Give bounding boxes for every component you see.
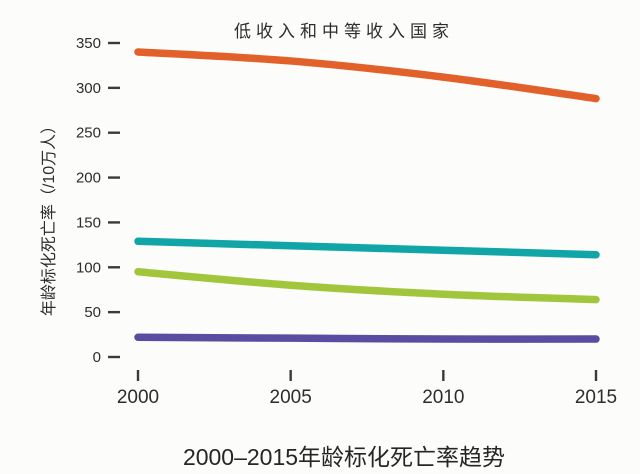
- y-tick-label: 50: [84, 304, 101, 321]
- chart-caption: 2000–2015年龄标化死亡率趋势: [182, 444, 506, 470]
- chart-title: 低收入和中等收入国家: [234, 22, 454, 41]
- orange-line: [134, 48, 600, 103]
- x-tick-label: 2000: [117, 387, 159, 408]
- x-tick-label: 2015: [575, 387, 617, 408]
- y-tick-label: 150: [76, 214, 101, 231]
- green-line: [134, 268, 600, 304]
- teal-line: [134, 237, 600, 259]
- y-tick-label: 250: [76, 125, 101, 142]
- x-tick-label: 2005: [270, 387, 312, 408]
- purple-line: [134, 333, 600, 343]
- y-tick-label: 200: [76, 170, 101, 187]
- y-tick-label: 300: [76, 80, 101, 97]
- y-tick-label: 350: [76, 35, 101, 52]
- y-tick-label: 0: [93, 349, 101, 366]
- x-tick-label: 2010: [422, 387, 464, 408]
- y-tick-label: 100: [76, 259, 101, 276]
